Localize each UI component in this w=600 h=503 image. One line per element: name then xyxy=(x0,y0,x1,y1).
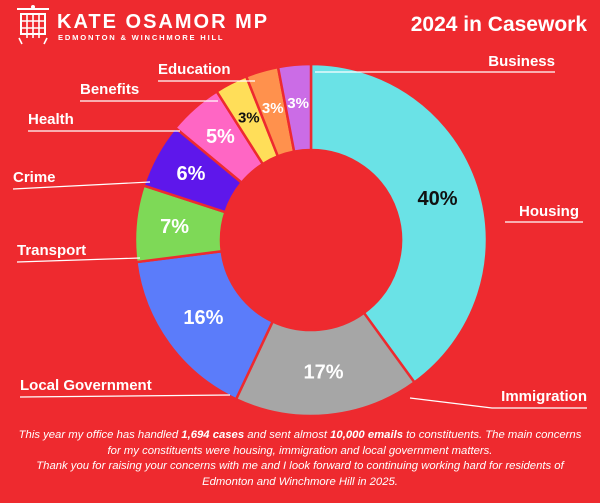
category-label-crime: Crime xyxy=(13,169,56,186)
constituency-name: EDMONTON & WINCHMORE HILL xyxy=(58,33,224,42)
footer-text: to constituents. The main concerns xyxy=(403,429,582,441)
value-label-business: 3% xyxy=(287,95,309,112)
category-label-benefits: Benefits xyxy=(80,81,139,98)
category-label-local-government: Local Government xyxy=(20,377,152,394)
footer-note: This year my office has handled 1,694 ca… xyxy=(0,428,600,490)
leader-line-transport xyxy=(16,257,141,263)
value-label-housing: 40% xyxy=(417,188,457,210)
category-label-housing: Housing xyxy=(519,203,579,220)
footer-line: Edmonton and Winchmore Hill in 2025. xyxy=(202,475,398,488)
category-label-education: Education xyxy=(158,61,231,78)
footer-text: and sent almost xyxy=(244,429,331,441)
chart-title: 2024 in Casework xyxy=(411,13,588,36)
footer-line: Thank you for raising your concerns with… xyxy=(36,460,564,473)
category-label-immigration: Immigration xyxy=(501,388,587,405)
footer-text: This year my office has handled xyxy=(18,429,182,441)
value-label-crime: 6% xyxy=(176,163,205,185)
emails-count: 10,000 emails xyxy=(330,429,404,441)
mp-name: KATE OSAMOR MP xyxy=(57,11,269,33)
value-label-benefits: 3% xyxy=(238,109,260,126)
slice-immigration xyxy=(234,311,417,418)
footer-line: for my constituents were housing, immigr… xyxy=(107,444,493,457)
category-label-health: Health xyxy=(28,111,74,128)
value-label-immigration: 17% xyxy=(304,361,344,383)
leader-line-local-government xyxy=(19,394,231,398)
value-label-education: 3% xyxy=(262,100,284,117)
value-label-local-government: 16% xyxy=(183,307,223,329)
slice-local-government xyxy=(134,249,275,401)
leader-line-immigration xyxy=(409,397,587,409)
slice-housing xyxy=(309,62,489,385)
value-label-transport: 7% xyxy=(160,216,189,238)
value-label-health: 5% xyxy=(206,126,235,148)
category-label-transport: Transport xyxy=(17,242,86,259)
category-label-business: Business xyxy=(488,53,555,70)
slice-business xyxy=(276,62,313,154)
portcullis-icon xyxy=(17,5,49,45)
cases-count: 1,694 cases xyxy=(181,429,245,441)
leader-line-crime xyxy=(12,181,151,190)
